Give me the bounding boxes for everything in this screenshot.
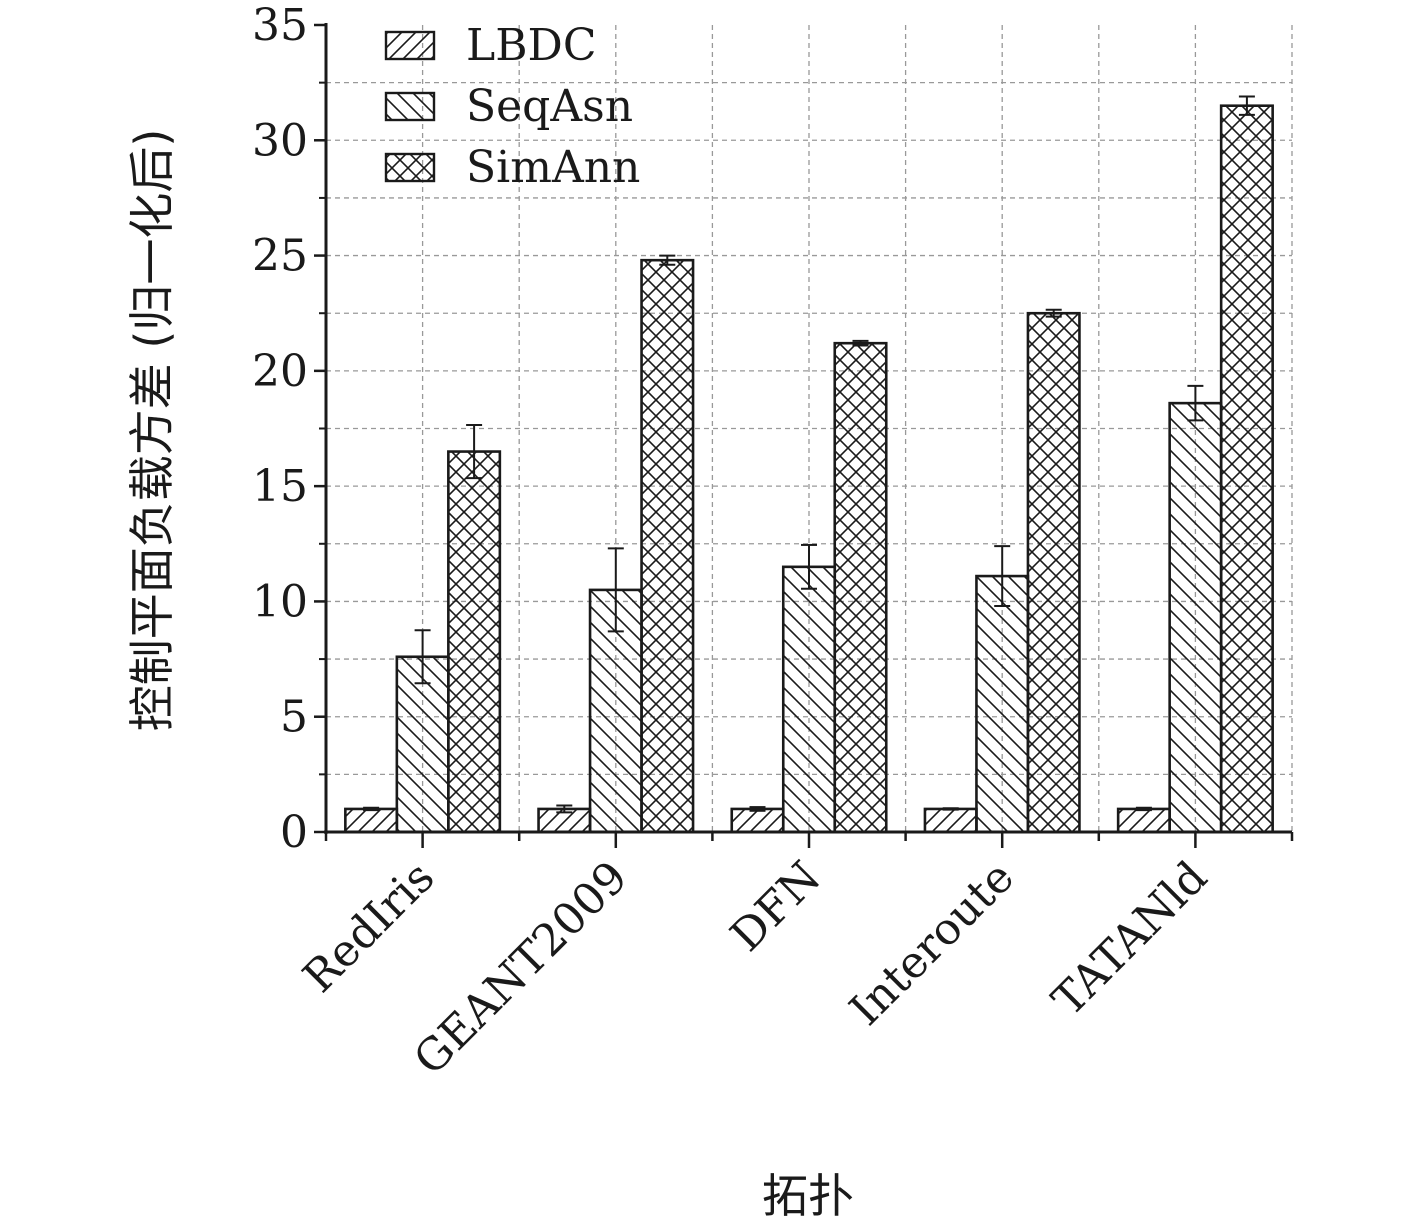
bar-lbdc-interoute [923,807,978,834]
grid-lines [326,25,1293,832]
legend-swatch-seqasn [384,91,436,122]
bar-simann-interoute [1026,311,1081,834]
bar-lbdc-dfn [730,807,785,834]
bar-lbdc-tatanld [1116,807,1171,834]
legend-swatch-lbdc [384,30,436,61]
bar-simann-rediris [447,450,502,834]
legend-label-lbdc: LBDC [466,20,597,71]
bar-seqasn-interoute [975,574,1030,834]
legend-label-seqasn: SeqAsn [466,81,633,132]
y-tick-label: 10 [252,576,308,627]
x-tick-label: DFN [721,852,831,962]
bars [344,95,1274,834]
bar-seqasn-dfn [781,565,837,834]
bar-seqasn-tatanld [1168,401,1223,834]
y-tick-label: 15 [252,461,308,512]
bar-lbdc-rediris [344,807,399,834]
y-tick-label: 30 [252,115,308,166]
legend: LBDC SeqAsn SimAnn [384,20,640,193]
y-tick-label: 5 [280,692,308,743]
legend-swatch-simann [384,152,436,183]
x-axis-title: 拓扑 [762,1169,854,1223]
x-tick-label: RedIris [293,852,444,1003]
bar-simann-dfn [833,341,888,834]
x-tick-label: TATANld [1043,852,1217,1026]
x-tick-label: Interoute [840,852,1024,1036]
y-axis-title: 控制平面负载方差 (归一化后) [125,129,179,732]
y-tick-label: 35 [252,0,308,51]
y-tick-label: 0 [280,807,308,858]
bar-simann-tatanld [1219,104,1274,834]
bar-simann-geant2009 [640,258,695,834]
y-tick-label: 25 [252,231,308,282]
y-tick-label: 20 [252,346,308,397]
legend-label-simann: SimAnn [466,142,640,193]
